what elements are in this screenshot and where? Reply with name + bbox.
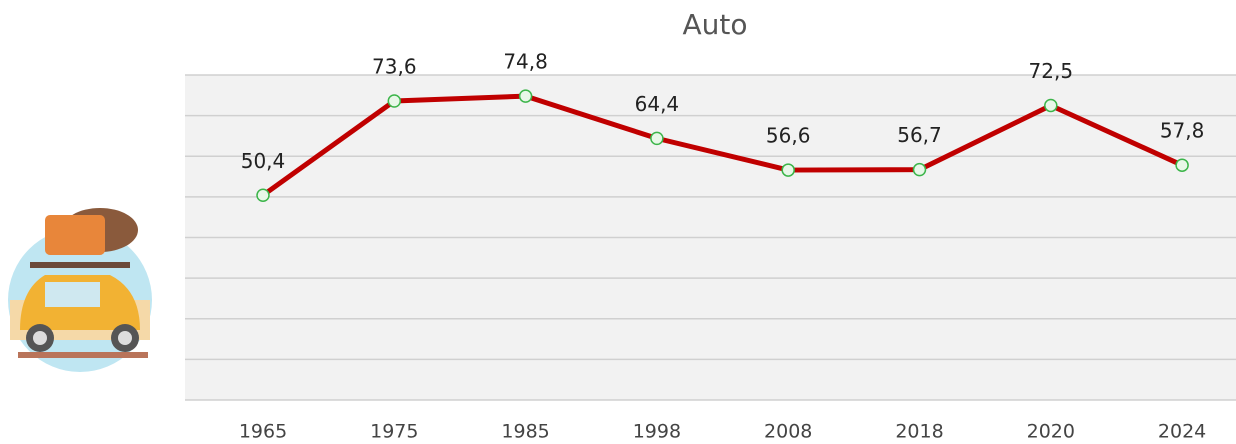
data-label: 56,6 <box>766 124 811 148</box>
data-label: 74,8 <box>503 50 548 74</box>
data-label: 50,4 <box>241 149 286 173</box>
marker <box>256 188 270 202</box>
line <box>261 93 1184 198</box>
marker <box>912 162 927 177</box>
data-label: 73,6 <box>372 55 417 79</box>
x-tick-label: 2024 <box>1158 421 1206 443</box>
x-tick-label: 1975 <box>370 421 418 443</box>
chart-title: Auto <box>682 8 747 41</box>
x-tick-label: 1998 <box>633 421 681 443</box>
x-tick-label: 1965 <box>239 421 287 443</box>
marker <box>650 131 664 146</box>
marker <box>1175 158 1189 172</box>
marker <box>1044 98 1058 113</box>
x-tick-label: 2018 <box>895 421 943 443</box>
data-label: 72,5 <box>1029 59 1074 83</box>
x-tick-label: 1985 <box>501 421 549 443</box>
marker <box>387 94 402 108</box>
data-label: 57,8 <box>1160 119 1205 143</box>
x-tick-label: 2008 <box>764 421 812 443</box>
marker <box>518 89 533 103</box>
data-label: 56,7 <box>897 123 942 147</box>
x-tick-label: 2020 <box>1027 421 1075 443</box>
marker <box>781 163 795 177</box>
car-icon <box>8 208 152 372</box>
data-label: 64,4 <box>635 92 680 116</box>
